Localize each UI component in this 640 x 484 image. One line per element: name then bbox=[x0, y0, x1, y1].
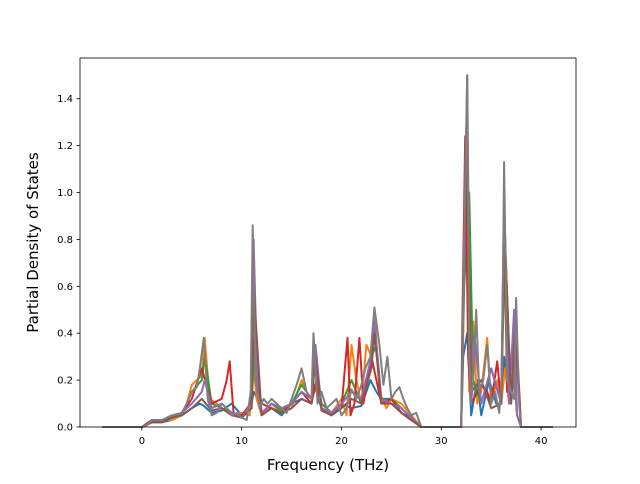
y-tick-label: 1.4 bbox=[57, 94, 73, 105]
y-tick-label: 0.6 bbox=[57, 282, 73, 293]
series-line-6 bbox=[102, 144, 553, 428]
y-axis-ticks: 0.0 0.2 0.4 0.6 0.8 1.0 1.2 1.4 bbox=[57, 94, 80, 434]
x-axis-label: Frequency (THz) bbox=[267, 456, 389, 474]
x-tick-label: 0 bbox=[139, 436, 145, 447]
y-tick-label: 0.2 bbox=[57, 376, 73, 387]
x-tick-label: 20 bbox=[335, 436, 348, 447]
y-tick-label: 0.0 bbox=[57, 423, 73, 434]
x-tick-label: 30 bbox=[435, 436, 448, 447]
x-axis-ticks: 0 10 20 30 40 bbox=[139, 427, 548, 447]
y-tick-label: 0.8 bbox=[57, 235, 73, 246]
series-line-4 bbox=[102, 135, 553, 428]
y-axis-label: Partial Density of States bbox=[24, 152, 42, 333]
axes-frame bbox=[79, 57, 577, 428]
x-tick-label: 10 bbox=[235, 436, 248, 447]
series-line-7 bbox=[102, 74, 553, 428]
plot-lines bbox=[102, 74, 553, 428]
y-tick-label: 1.2 bbox=[57, 141, 73, 152]
series-line-5 bbox=[102, 74, 553, 428]
x-tick-label: 40 bbox=[535, 436, 548, 447]
y-tick-label: 1.0 bbox=[57, 188, 73, 199]
y-tick-label: 0.4 bbox=[57, 329, 73, 340]
